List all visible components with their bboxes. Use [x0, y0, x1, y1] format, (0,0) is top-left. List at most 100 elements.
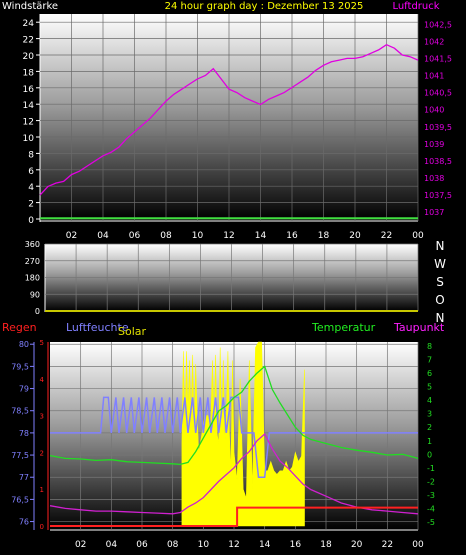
x-tick-label: 16 [286, 231, 298, 241]
pressure-tick-label: 1041 [424, 72, 444, 81]
humidity-axis-ticks: 76 76,5 77 77,5 78 78,5 79 79,5 80 [11, 340, 34, 527]
pressure-tick-label: 1039,5 [424, 123, 452, 132]
wind-direction-tick-label: 360 [25, 240, 40, 249]
wind-direction-axis-ticks: 0 90 180 270 360 [25, 240, 40, 316]
panel-bottom-series [49, 341, 419, 527]
rain-tick-label: 3 [40, 413, 44, 421]
humidity-tick-label: 78,5 [11, 407, 29, 416]
rain-tick-label: 0 [40, 523, 44, 531]
wind-speed-tick-label: 14 [23, 101, 35, 111]
temperature-tick-label: 8 [427, 342, 432, 351]
panel-top-series [39, 43, 419, 220]
wind-direction-tick-label: 270 [25, 257, 40, 266]
x-tick-label: 22 [382, 540, 393, 550]
humidity-tick-label: 76,5 [11, 495, 29, 504]
solar-area [181, 341, 305, 527]
pressure-tick-label: 1038 [424, 174, 444, 183]
x-tick-label: 06 [136, 540, 148, 550]
x-tick-label: 12 [223, 231, 234, 241]
temperature-line [49, 365, 419, 466]
temperature-tick-label: 2 [427, 423, 432, 432]
rain-tick-label: 2 [40, 449, 44, 457]
wind-speed-tick-label: 8 [28, 150, 34, 160]
temperature-tick-label: 3 [427, 410, 432, 419]
x-tick-label: 18 [318, 231, 330, 241]
panel-bottom-x-ticks: 02 04 06 08 10 12 14 16 18 20 22 00 [75, 540, 424, 550]
rain-tick-label: 4 [40, 376, 45, 384]
humidity-tick-label: 77 [19, 473, 29, 482]
wind-speed-tick-label: 2 [28, 200, 34, 210]
temperature-tick-label: -1 [427, 464, 435, 473]
wind-direction-label: O [435, 293, 444, 307]
x-tick-label: 14 [259, 540, 271, 550]
humidity-line [50, 396, 418, 478]
pressure-tick-label: 1040 [424, 106, 444, 115]
pressure-line [39, 43, 419, 196]
wind-speed-tick-label: 0 [28, 216, 34, 226]
wind-speed-tick-label: 6 [28, 167, 34, 177]
wind-speed-tick-label: 18 [23, 68, 35, 78]
legend-temperature: Temperatur [311, 321, 376, 334]
wind-direction-label: N [436, 239, 445, 253]
legend-rain: Regen [2, 321, 37, 334]
wind-speed-tick-label: 24 [23, 19, 35, 29]
pressure-tick-label: 1038,5 [424, 157, 452, 166]
wind-direction-label: W [434, 257, 446, 271]
x-tick-label: 16 [290, 540, 302, 550]
dewpoint-line [49, 432, 419, 515]
x-tick-label: 10 [192, 231, 204, 241]
pressure-tick-label: 1037 [424, 208, 444, 217]
x-tick-label: 08 [160, 231, 172, 241]
temperature-tick-label: 0 [427, 450, 432, 459]
wind-direction-tick-label: 0 [35, 307, 40, 316]
temperature-tick-label: 4 [427, 396, 432, 405]
temperature-tick-label: -5 [427, 518, 435, 527]
x-tick-label: 08 [167, 540, 179, 550]
humidity-tick-label: 80 [19, 340, 29, 349]
pressure-tick-label: 1040,5 [424, 89, 452, 98]
rain-tick-label: 1 [40, 486, 44, 494]
wind-speed-tick-label: 10 [23, 134, 35, 144]
wind-speed-tick-label: 22 [23, 36, 34, 46]
x-tick-label: 12 [228, 540, 239, 550]
panel-top-x-ticks: 02 04 06 08 10 12 14 16 18 20 22 00 [66, 231, 424, 241]
header-left-title: Windstärke [2, 1, 58, 12]
pressure-tick-label: 1042,5 [424, 20, 452, 29]
humidity-tick-label: 79 [19, 385, 29, 394]
x-tick-label: 22 [381, 231, 392, 241]
x-tick-label: 04 [97, 231, 109, 241]
pressure-tick-label: 1037,5 [424, 191, 452, 200]
temperature-tick-label: -3 [427, 491, 435, 500]
rain-line [50, 506, 418, 527]
x-tick-label: 04 [106, 540, 118, 550]
temperature-tick-label: 7 [427, 356, 432, 365]
humidity-tick-label: 78 [19, 429, 29, 438]
pressure-axis-ticks: 1037 1037,5 1038 1038,5 1039 1039,5 1040 1040,5… [424, 20, 452, 217]
legend-humidity: Luftfeuchte [66, 321, 129, 334]
x-tick-label: 00 [412, 231, 424, 241]
temperature-tick-label: 6 [427, 369, 432, 378]
wind-direction-tick-label: 90 [30, 290, 40, 299]
x-tick-label: 20 [349, 231, 361, 241]
pressure-tick-label: 1039 [424, 140, 444, 149]
x-tick-label: 06 [129, 231, 141, 241]
legend-solar: Solar [118, 325, 147, 338]
legend-dewpoint: Taupunkt [393, 321, 445, 334]
temperature-tick-label: -4 [427, 504, 435, 513]
humidity-tick-label: 77,5 [11, 451, 29, 460]
x-tick-label: 10 [198, 540, 210, 550]
x-tick-label: 20 [351, 540, 363, 550]
x-tick-label: 00 [412, 540, 424, 550]
wind-direction-label: S [436, 275, 444, 289]
wind-speed-tick-label: 12 [23, 118, 34, 128]
temperature-tick-label: -2 [427, 477, 435, 486]
x-tick-label: 18 [320, 540, 332, 550]
humidity-tick-label: 76 [19, 518, 29, 527]
rain-axis-ticks: 0 1 2 3 4 5 [40, 339, 45, 531]
temperature-tick-label: 5 [427, 383, 432, 392]
wind-speed-tick-label: 16 [23, 85, 35, 95]
